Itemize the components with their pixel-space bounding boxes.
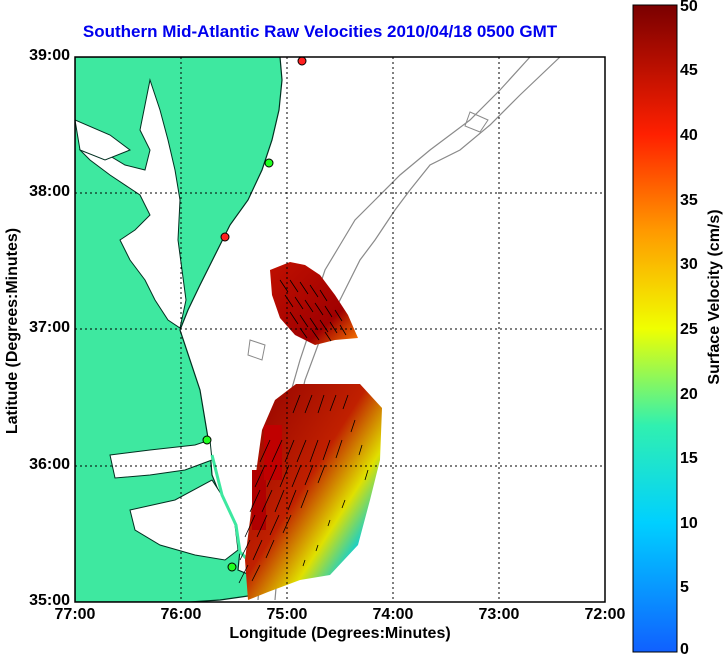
- lon-tick: 72:00: [584, 606, 626, 623]
- lon-tick: 76:00: [160, 606, 202, 623]
- plot-frame: [74, 56, 606, 603]
- lat-tick: 35:00: [29, 592, 70, 609]
- x-axis-label: Longitude (Degrees:Minutes): [229, 625, 451, 642]
- y-axis-label: Latitude (Degrees:Minutes): [4, 227, 21, 435]
- colorbar-tick: 35: [680, 192, 698, 209]
- station-marker: [297, 57, 307, 66]
- colorbar: [632, 4, 678, 653]
- colorbar-tick: 10: [680, 515, 698, 532]
- lon-tick: 73:00: [478, 606, 520, 623]
- pamlico-sound: [129, 479, 239, 561]
- lat-tick: 38:00: [29, 183, 70, 200]
- chesapeake-bay: [78, 78, 187, 329]
- station-marker: [220, 232, 230, 242]
- lat-tick: 39:00: [29, 47, 70, 64]
- velocity-block-nw: [264, 425, 282, 480]
- lat-tick: 36:00: [29, 456, 70, 473]
- colorbar-tick: 0: [680, 641, 689, 658]
- delaware-bay: [75, 119, 132, 161]
- colorbar-tick: 40: [680, 127, 698, 144]
- velocity-vectors: [238, 279, 369, 584]
- colorbar-label: Surface Velocity (cm/s): [706, 209, 723, 385]
- station-marker: [264, 158, 274, 168]
- colorbar-tick: 30: [680, 256, 698, 273]
- bathymetry-contour-3: [247, 339, 266, 361]
- lon-tick: 77:00: [54, 606, 96, 623]
- station-marker: [227, 562, 237, 572]
- map-title: Southern Mid-Atlantic Raw Velocities 201…: [82, 22, 558, 41]
- lat-tick: 37:00: [29, 319, 70, 336]
- bathymetry-contour-4: [464, 111, 489, 133]
- colorbar-tick: 20: [680, 386, 698, 403]
- colorbar-tick: 15: [680, 450, 698, 467]
- colorbar-tick: 45: [680, 62, 698, 79]
- colorbar-tick: 50: [680, 0, 698, 15]
- colorbar-tick: 5: [680, 579, 689, 596]
- lon-tick: 75:00: [266, 606, 308, 623]
- colorbar-tick: 25: [680, 321, 698, 338]
- lon-tick: 74:00: [372, 606, 414, 623]
- map-gridlines: [75, 57, 605, 602]
- station-marker: [202, 435, 212, 445]
